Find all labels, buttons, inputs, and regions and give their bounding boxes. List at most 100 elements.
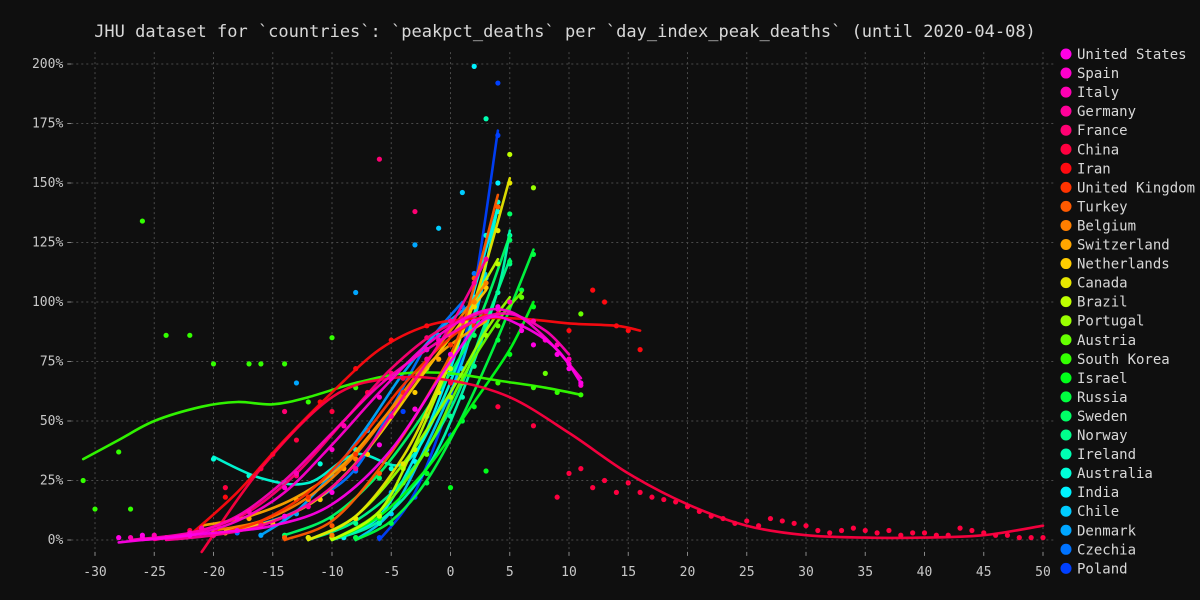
data-point — [601, 299, 608, 305]
data-point — [388, 466, 394, 472]
legend-item-united-kingdom: United Kingdom — [1060, 180, 1195, 196]
x-tick-label: 15 — [620, 565, 636, 580]
legend-label: United Kingdom — [1077, 180, 1195, 196]
data-point — [791, 520, 797, 526]
data-point — [815, 527, 821, 534]
legend-item-chile: Chile — [1060, 504, 1119, 520]
legend-label: Ireland — [1077, 447, 1136, 463]
data-point — [507, 258, 513, 265]
data-point — [969, 527, 975, 534]
data-point — [530, 342, 537, 348]
series-united-states — [116, 304, 584, 544]
data-point — [282, 513, 288, 519]
x-tick-label: -25 — [143, 565, 166, 580]
legend-marker — [1060, 410, 1072, 422]
data-point — [649, 494, 655, 500]
data-point — [187, 332, 193, 338]
legend-marker — [1060, 277, 1072, 289]
legend-marker — [1060, 334, 1072, 346]
data-point — [400, 408, 406, 415]
y-tick-label: 0% — [48, 533, 64, 548]
data-point — [566, 356, 572, 362]
data-point — [293, 437, 300, 443]
legend-label: United States — [1077, 47, 1187, 63]
legend-label: Austria — [1077, 333, 1136, 349]
data-point — [779, 518, 785, 524]
series-line — [212, 312, 488, 537]
legend-marker — [1060, 486, 1072, 498]
series-line — [200, 375, 1045, 554]
data-point — [116, 449, 122, 455]
legend-label: Turkey — [1077, 199, 1128, 215]
legend-label: China — [1077, 142, 1119, 158]
data-point — [341, 423, 347, 429]
data-point — [436, 225, 442, 231]
legend-item-united-states: United States — [1060, 47, 1187, 63]
data-point — [139, 532, 145, 538]
legend-marker — [1060, 372, 1072, 384]
data-point — [471, 318, 477, 324]
legend-label: India — [1077, 485, 1119, 501]
legend-label: Belgium — [1077, 218, 1136, 234]
legend-item-spain: Spain — [1060, 66, 1119, 82]
data-point — [744, 518, 750, 524]
series-line — [307, 176, 512, 542]
legend-label: Israel — [1077, 371, 1128, 387]
data-point — [850, 525, 857, 531]
data-point — [767, 515, 774, 522]
y-tick-label: 100% — [32, 295, 63, 310]
data-point — [530, 185, 537, 191]
legend-item-russia: Russia — [1060, 390, 1128, 406]
data-point — [566, 327, 572, 334]
legend-item-canada: Canada — [1060, 276, 1128, 292]
data-point — [519, 327, 525, 334]
legend-marker — [1060, 181, 1072, 193]
data-point — [886, 527, 892, 534]
data-point — [222, 494, 228, 500]
data-point — [519, 294, 525, 300]
legend-item-portugal: Portugal — [1060, 314, 1144, 330]
x-tick-label: -20 — [202, 565, 225, 580]
legend-label: Denmark — [1077, 523, 1137, 539]
data-point — [447, 485, 454, 491]
data-point — [293, 380, 300, 386]
legend-item-south-korea: South Korea — [1060, 352, 1170, 368]
x-tick-label: -10 — [320, 565, 343, 580]
legend-label: Portugal — [1077, 314, 1144, 330]
data-point — [376, 513, 382, 519]
data-point — [590, 287, 596, 293]
data-point — [305, 494, 311, 500]
data-point — [613, 489, 620, 495]
x-tick-label: 5 — [506, 565, 514, 580]
data-point — [483, 468, 489, 474]
legend-item-india: India — [1060, 485, 1119, 501]
legend-label: Netherlands — [1077, 257, 1170, 273]
legend-label: Germany — [1077, 104, 1136, 120]
data-point — [838, 527, 845, 534]
data-point — [329, 446, 335, 453]
legend-marker — [1060, 200, 1072, 212]
data-point — [542, 370, 548, 376]
data-point — [1028, 535, 1034, 541]
legend-label: Brazil — [1077, 295, 1128, 311]
y-axis-ticks: 0% 25% 50% 75% 100% 125% 150% 175% 200% — [32, 57, 72, 548]
data-point — [530, 423, 537, 429]
data-point — [222, 485, 228, 491]
data-point — [661, 496, 667, 503]
data-point — [1040, 535, 1046, 541]
data-point — [566, 470, 572, 476]
data-point — [459, 189, 465, 196]
series-line — [141, 307, 583, 542]
legend-marker — [1060, 315, 1072, 327]
x-tick-label: 50 — [1035, 565, 1051, 580]
legend-marker — [1060, 296, 1072, 308]
y-tick-label: 75% — [40, 355, 64, 370]
data-point — [507, 151, 513, 158]
data-point — [803, 523, 809, 529]
data-point — [376, 156, 382, 162]
legend-item-israel: Israel — [1060, 371, 1128, 387]
x-tick-label: -5 — [383, 565, 399, 580]
data-point — [625, 480, 631, 486]
legend-marker — [1060, 448, 1072, 460]
data-point — [519, 287, 525, 293]
